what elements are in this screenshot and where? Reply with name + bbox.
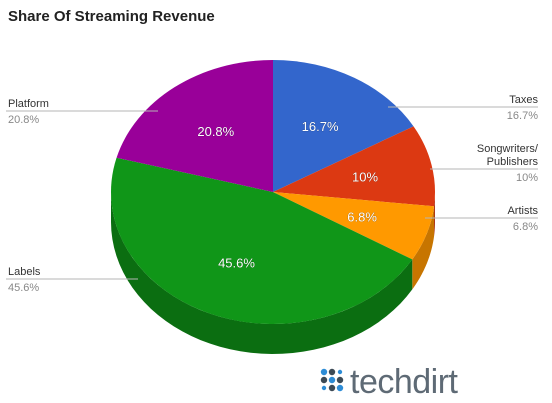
logo-dot-icon [320, 376, 328, 384]
slice-percent-artists: 6.8% [347, 209, 377, 224]
legend-value-labels: 45.6% [8, 282, 39, 294]
logo-dot-icon [320, 368, 328, 376]
pie-side-artists [412, 206, 435, 290]
legend-name-songwriters-publishers-1: Songwriters/ [477, 143, 539, 155]
legend-value-songwriters-publishers: 10% [516, 172, 538, 184]
slice-percent-songwriters-publishers: 10% [352, 169, 378, 184]
slice-percent-taxes: 16.7% [302, 119, 339, 134]
legend-name-labels: Labels [8, 266, 41, 278]
pie-slice-artists [273, 192, 435, 260]
logo-dot-icon [321, 385, 327, 391]
leader-lines [6, 106, 538, 280]
legend-value-artists: 6.8% [513, 221, 538, 233]
pie-slice-taxes [273, 60, 414, 192]
legend-name-artists: Artists [507, 205, 538, 217]
logo-wordmark: techdirt [350, 363, 459, 401]
pie-slice-platform [116, 60, 273, 192]
legend-name-platform: Platform [8, 98, 49, 110]
logo-dot-icon [336, 384, 344, 392]
pie-side-labels [111, 192, 413, 354]
pie-slice-songwriters-publishers [273, 126, 436, 207]
legend-value-platform: 20.8% [8, 114, 39, 126]
legend-name-songwriters-publishers-2: Publishers [487, 156, 539, 168]
pie-top-layer [110, 60, 436, 325]
slice-percent-labels: 45.6% [218, 256, 255, 271]
pie-slice-labels [110, 157, 413, 325]
pie-side-songwriters-publishers [434, 192, 435, 237]
legend-value-taxes: 16.7% [507, 110, 538, 122]
slice-labels: 16.7% 10% 6.8% 45.6% 20.8% Taxes 16.7% Songwrit… [8, 94, 539, 294]
logo-dot-icon [328, 368, 336, 376]
chart-title: Share Of Streaming Revenue [8, 8, 215, 25]
logo-dot-icon [328, 384, 336, 392]
pie-depth-layer [111, 192, 435, 354]
logo-dot-icon [337, 369, 343, 375]
slice-percent-platform: 20.8% [197, 124, 234, 139]
logo-dot-icon [336, 376, 344, 384]
legend-name-taxes: Taxes [509, 94, 538, 106]
logo-dot-icon [328, 376, 336, 384]
techdirt-logo: techdirt [320, 363, 459, 401]
